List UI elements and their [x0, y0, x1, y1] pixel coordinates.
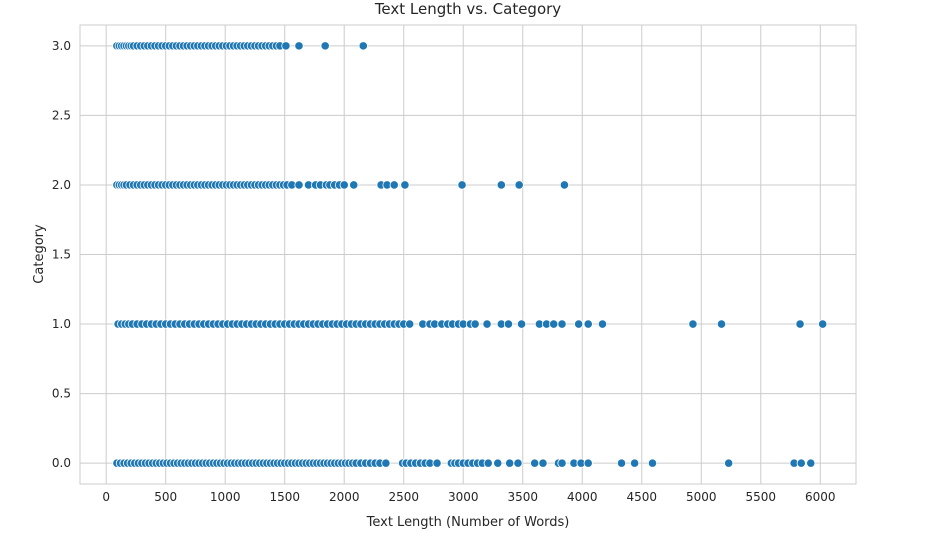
- data-point: [281, 41, 291, 51]
- chart-title: Text Length vs. Category: [374, 0, 561, 18]
- y-tick-label: 0.5: [52, 387, 71, 401]
- data-point: [496, 180, 506, 190]
- x-tick-label: 4000: [567, 490, 598, 504]
- data-point: [557, 319, 567, 329]
- x-tick-labels: 0 500 1000 1500 2000 2500 3000 3500 4000 4500 5000…: [102, 490, 835, 504]
- x-tick-label: 1500: [269, 490, 300, 504]
- data-point: [405, 319, 415, 329]
- data-point: [503, 319, 514, 329]
- data-point: [339, 180, 349, 190]
- x-tick-label: 4500: [626, 490, 657, 504]
- data-point: [470, 319, 480, 329]
- y-tick-label: 2.5: [52, 108, 71, 122]
- x-tick-label: 3500: [507, 490, 538, 504]
- x-tick-label: 1000: [210, 490, 241, 504]
- data-point: [583, 319, 593, 329]
- data-point: [516, 319, 527, 329]
- data-point: [505, 458, 515, 468]
- x-tick-label: 500: [154, 490, 177, 504]
- x-tick-label: 5000: [686, 490, 717, 504]
- y-tick-label: 2.0: [52, 178, 71, 192]
- data-point: [432, 458, 442, 468]
- data-point: [381, 458, 391, 468]
- y-tick-label: 3.0: [52, 39, 71, 53]
- data-point: [724, 458, 734, 468]
- x-tick-label: 2000: [329, 490, 360, 504]
- y-axis-title: Category: [32, 224, 47, 284]
- data-point: [320, 41, 330, 51]
- data-point: [559, 180, 570, 190]
- data-point: [389, 180, 399, 190]
- data-point: [294, 180, 304, 190]
- data-point: [483, 458, 493, 468]
- data-point: [630, 458, 640, 468]
- x-axis-title: Text Length (Number of Words): [366, 515, 570, 530]
- data-point: [557, 458, 567, 468]
- x-tick-label: 6000: [805, 490, 836, 504]
- y-tick-label: 1.0: [52, 317, 71, 331]
- data-point: [538, 458, 548, 468]
- data-point: [716, 319, 727, 329]
- data-point: [493, 458, 503, 468]
- data-point: [574, 319, 584, 329]
- data-point: [597, 319, 608, 329]
- data-point: [796, 458, 806, 468]
- data-point: [358, 41, 368, 51]
- data-point: [482, 319, 492, 329]
- data-point: [647, 458, 658, 468]
- x-tick-label: 5500: [746, 490, 777, 504]
- data-point: [349, 180, 359, 190]
- data-point: [400, 180, 410, 190]
- data-point: [294, 41, 304, 51]
- data-point: [530, 458, 540, 468]
- x-tick-label: 0: [102, 490, 110, 504]
- data-points: [112, 41, 828, 468]
- data-point: [457, 180, 467, 190]
- y-tick-label: 1.5: [52, 248, 71, 262]
- data-point: [616, 458, 627, 468]
- data-point: [688, 319, 698, 329]
- y-tick-labels: 0.0 0.5 1.0 1.5 2.0 2.5 3.0: [52, 39, 71, 470]
- data-point: [795, 319, 805, 329]
- y-tick-label: 0.0: [52, 456, 71, 470]
- data-point: [583, 458, 593, 468]
- data-point: [806, 458, 816, 468]
- data-point: [549, 319, 559, 329]
- data-point: [818, 319, 828, 329]
- data-point: [514, 180, 524, 190]
- x-tick-label: 3000: [448, 490, 479, 504]
- data-point: [513, 458, 523, 468]
- x-tick-label: 2500: [388, 490, 419, 504]
